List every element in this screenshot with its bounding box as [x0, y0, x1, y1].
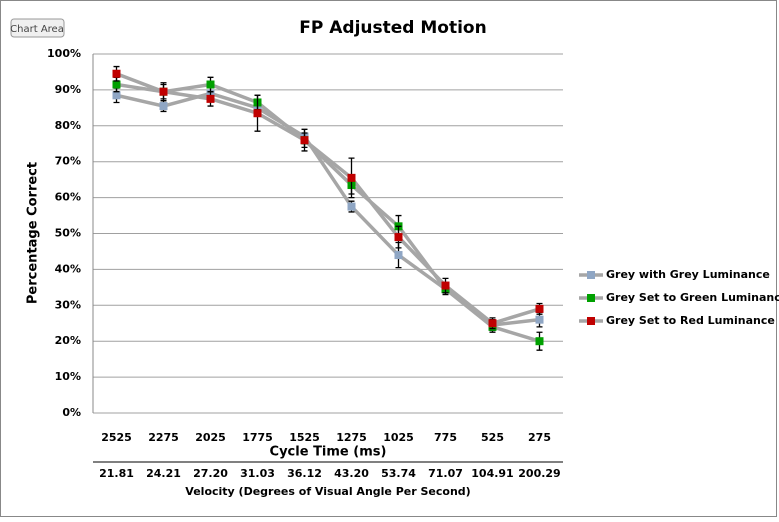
marker	[112, 69, 121, 78]
legend-label: Grey Set to Green Luminance	[606, 291, 779, 304]
x2-tick-label: 36.12	[287, 467, 322, 480]
marker	[535, 337, 544, 346]
x2-tick-label: 27.20	[193, 467, 228, 480]
tooltip: Chart Area	[10, 24, 64, 35]
legend-marker	[587, 271, 595, 279]
x-tick-label: 525	[481, 431, 504, 444]
chart-title: FP Adjusted Motion	[299, 18, 486, 38]
x-tick-label: 1775	[242, 431, 273, 444]
marker	[347, 173, 356, 182]
x2-tick-label: 53.74	[381, 467, 416, 480]
x-tick-label: 2525	[101, 431, 132, 444]
series-line	[116, 82, 541, 343]
legend-marker	[587, 294, 595, 302]
marker	[253, 109, 262, 118]
x-tick-label: 275	[528, 431, 551, 444]
marker	[535, 315, 544, 324]
legend-label: Grey Set to Red Luminance	[606, 314, 775, 327]
x-tick-label: 1025	[383, 431, 414, 444]
marker	[206, 80, 215, 89]
y-tick-label: 50%	[55, 227, 81, 240]
marker	[441, 281, 450, 290]
x2-tick-label: 104.91	[471, 467, 513, 480]
y-tick-label: 60%	[55, 191, 81, 204]
marker	[159, 102, 168, 111]
tooltip-box	[10, 18, 65, 38]
x-tick-label: 775	[434, 431, 457, 444]
marker	[394, 233, 403, 242]
x-tick-label: 2025	[195, 431, 226, 444]
y-axis-title: Percentage Correct	[26, 162, 41, 304]
y-tick-label: 0%	[62, 406, 81, 419]
marker	[300, 136, 309, 145]
x2-axis-title: Velocity (Degrees of Visual Angle Per Se…	[185, 485, 470, 498]
x-tick-label: 1275	[336, 431, 367, 444]
legend-label: Grey with Grey Luminance	[606, 268, 770, 281]
y-tick-label: 40%	[55, 262, 81, 275]
marker	[206, 94, 215, 103]
marker	[488, 319, 497, 328]
legend-marker	[587, 317, 595, 325]
x2-tick-label: 43.20	[334, 467, 369, 480]
x2-tick-label: 71.07	[428, 467, 463, 480]
y-tick-label: 90%	[55, 83, 81, 96]
x-tick-label: 2275	[148, 431, 179, 444]
y-tick-label: 70%	[55, 155, 81, 168]
x2-tick-label: 200.29	[518, 467, 560, 480]
y-tick-label: 30%	[55, 298, 81, 311]
marker	[112, 80, 121, 89]
x-axis-title: Cycle Time (ms)	[270, 445, 387, 460]
x2-tick-label: 31.03	[240, 467, 275, 480]
marker	[112, 91, 121, 100]
y-tick-label: 100%	[47, 47, 81, 60]
y-tick-label: 20%	[55, 334, 81, 347]
x-tick-label: 1525	[289, 431, 320, 444]
marker	[347, 202, 356, 211]
series-line	[115, 72, 541, 326]
x2-tick-label: 24.21	[146, 467, 181, 480]
y-tick-label: 10%	[55, 370, 81, 383]
y-tick-label: 80%	[55, 119, 81, 132]
x2-tick-label: 21.81	[99, 467, 134, 480]
marker	[535, 304, 544, 313]
marker	[159, 87, 168, 96]
marker	[394, 251, 403, 260]
